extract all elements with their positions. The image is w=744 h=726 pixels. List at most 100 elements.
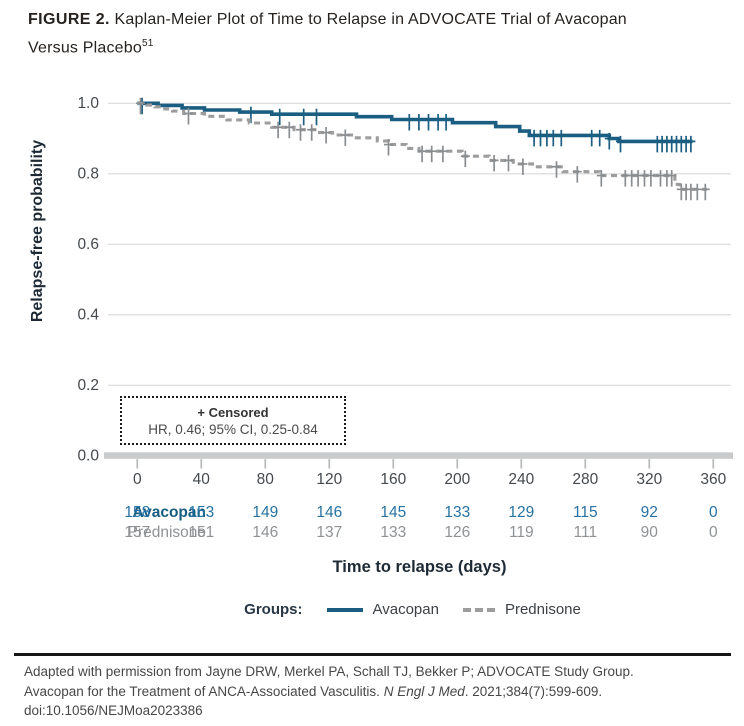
at-risk-count-prednisone-day320: 90: [641, 524, 659, 541]
avacopan-censor-mark: [414, 114, 424, 131]
at-risk-count-prednisone-day280: 111: [574, 524, 598, 541]
prednisone-censor-mark: [596, 170, 606, 187]
avacopan-censor-mark: [604, 133, 614, 150]
journal-name: N Engl J Med: [383, 683, 465, 699]
x-tick-label-360: 360: [700, 471, 726, 488]
at-risk-count-avacopan-day80: 149: [252, 504, 278, 521]
at-risk-count-prednisone-day80: 146: [252, 524, 278, 541]
citation-line1: Adapted with permission from Jayne DRW, …: [24, 664, 634, 679]
prednisone-censor-mark: [640, 170, 649, 187]
prednisone-curve: [137, 101, 707, 191]
at-risk-count-avacopan-day0: 158: [124, 504, 150, 521]
reference-superscript: 51: [141, 38, 154, 49]
at-risk-count-avacopan-day320: 92: [641, 504, 658, 521]
prednisone-censor-mark: [273, 121, 283, 139]
prednisone-line-swatch: [462, 607, 495, 612]
avacopan-censor-mark: [548, 129, 558, 147]
at-risk-count-prednisone-day160: 133: [380, 524, 406, 541]
prednisone-censor-mark: [518, 158, 528, 175]
x-tick-label-0: 0: [133, 471, 142, 488]
figure-title: FIGURE 2. Kaplan-Meier Plot of Time to R…: [28, 8, 732, 60]
avacopan-censor-mark: [587, 129, 597, 147]
avacopan-censor-mark: [404, 114, 414, 131]
prednisone-censor-mark: [552, 161, 561, 178]
at-risk-count-avacopan-day280: 115: [573, 504, 598, 521]
avacopan-censor-mark: [441, 114, 451, 131]
prednisone-censor-mark: [700, 183, 710, 201]
at-risk-row-label-prednisone: Prednisone: [128, 524, 206, 541]
at-risk-count-prednisone-day40: 151: [188, 524, 214, 541]
at-risk-count-avacopan-day120: 146: [316, 504, 342, 521]
avacopan-censor-mark: [424, 114, 433, 131]
prednisone-censor-mark: [646, 170, 656, 187]
at-risk-count-avacopan-day360: 0: [709, 504, 718, 521]
citation-footer: Adapted with permission from Jayne DRW, …: [24, 662, 730, 721]
avacopan-censor-mark: [137, 97, 147, 115]
prednisone-censor-mark: [438, 145, 448, 163]
x-tick-label-320: 320: [636, 471, 662, 488]
at-risk-row-label-avacopan: Avacopan: [132, 504, 206, 521]
avacopan-censor-mark: [652, 135, 662, 153]
prednisone-censor-mark: [340, 129, 350, 147]
at-risk-count-avacopan-day200: 133: [444, 504, 470, 521]
prednisone-censor-mark: [686, 183, 696, 201]
x-tick-label-160: 160: [380, 471, 406, 488]
x-tick-label-80: 80: [257, 471, 275, 488]
prednisone-censor-mark: [321, 127, 331, 144]
y-tick-label-0.8: 0.8: [77, 165, 99, 182]
legend-entry-prednisone: Prednisone: [504, 601, 581, 618]
avacopan-censor-mark: [686, 135, 696, 153]
x-tick-label-40: 40: [193, 471, 211, 488]
footer-divider: [14, 653, 731, 656]
figure-title-line2: Versus Placebo: [28, 39, 142, 57]
x-tick-label-120: 120: [316, 471, 342, 488]
avacopan-censor-mark: [657, 135, 667, 153]
avacopan-censor-mark: [433, 114, 443, 131]
y-tick-label-0.6: 0.6: [77, 236, 99, 253]
prednisone-censor-mark: [460, 150, 470, 168]
prednisone-censor-mark: [489, 154, 499, 172]
censored-label: + Censored: [197, 405, 269, 420]
x-tick-label-200: 200: [444, 471, 470, 488]
prednisone-censor-mark: [627, 170, 637, 187]
avacopan-censor-mark: [299, 108, 309, 126]
at-risk-count-avacopan-day240: 129: [508, 504, 534, 521]
prednisone-censor-mark: [633, 170, 643, 187]
prednisone-censor-mark: [676, 183, 686, 201]
at-risk-count-avacopan-day160: 145: [380, 504, 406, 521]
at-risk-count-prednisone-day120: 137: [316, 524, 342, 541]
prednisone-censor-mark: [136, 97, 145, 115]
avacopan-censor-mark: [246, 106, 256, 124]
x-axis-title: Time to relapse (days): [332, 558, 507, 576]
y-tick-label-0.2: 0.2: [77, 377, 99, 394]
prednisone-censor-mark: [307, 124, 317, 141]
y-tick-label-0.4: 0.4: [77, 306, 99, 323]
censored-hr-annotation-box: + Censored HR, 0.46; 95% CI, 0.25-0.84: [120, 396, 346, 445]
avacopan-censor-mark: [616, 135, 625, 153]
citation-line2: Avacopan for the Treatment of ANCA-Assoc…: [24, 683, 603, 699]
prednisone-censor-mark: [662, 170, 672, 187]
avacopan-line-swatch: [326, 607, 363, 612]
prednisone-censor-mark: [384, 139, 393, 156]
prednisone-censor-mark: [667, 170, 677, 187]
at-risk-count-prednisone-day0: 157: [124, 524, 150, 541]
prednisone-censor-mark: [184, 108, 193, 125]
avacopan-censor-mark: [681, 135, 691, 153]
legend-groups-label: Groups:: [244, 601, 303, 618]
x-axis-bar: [104, 452, 733, 459]
prednisone-censor-mark: [284, 121, 294, 139]
avacopan-censor-mark: [676, 135, 686, 153]
legend: Groups: Avacopan Prednisone: [108, 601, 731, 618]
avacopan-censor-mark: [312, 108, 321, 126]
at-risk-count-avacopan-day40: 153: [188, 504, 214, 521]
avacopan-curve: [137, 101, 693, 144]
prednisone-censor-mark: [417, 145, 427, 163]
prednisone-censor-mark: [427, 145, 437, 163]
avacopan-censor-mark: [542, 129, 552, 147]
x-tick-label-280: 280: [572, 471, 598, 488]
avacopan-censor-mark: [556, 129, 566, 147]
x-tick-label-240: 240: [508, 471, 534, 488]
y-tick-label-1.0: 1.0: [77, 95, 99, 112]
prednisone-censor-mark: [504, 154, 513, 172]
